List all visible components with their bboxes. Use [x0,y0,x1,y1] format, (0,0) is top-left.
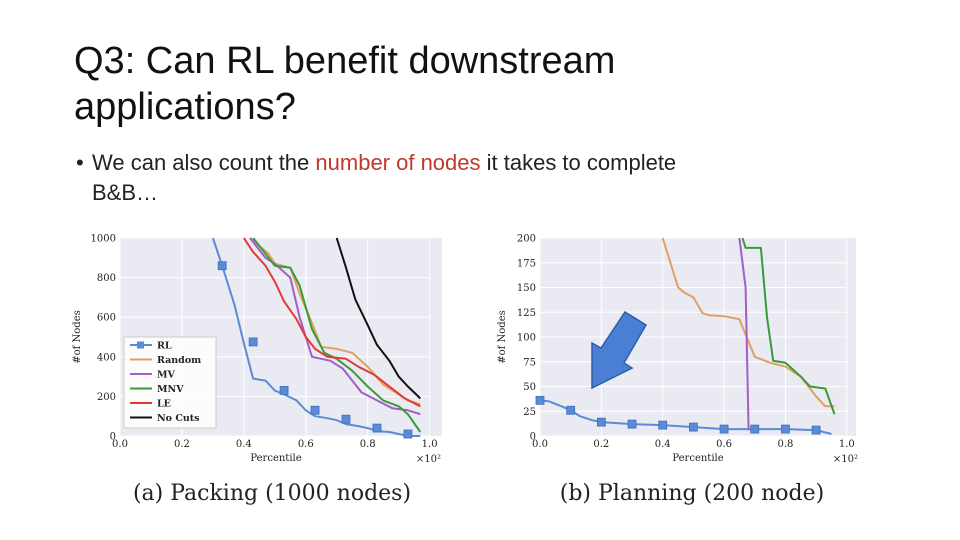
data-point-rl [535,395,545,405]
data-point-rl [279,386,289,395]
x-tick-label: 0.0 [112,439,128,450]
title-line-1: Q3: Can RL benefit downstream [74,40,616,82]
chart-b-series [535,237,836,435]
x-tick-label: 0.4 [655,439,671,450]
chart-a-caption: (a) Packing (1000 nodes) [133,481,411,506]
legend-label: No Cuts [157,413,200,424]
x-tick-label: 0.6 [298,439,314,450]
chart-b-grid [539,237,848,437]
data-point-rl [719,424,729,434]
y-tick-label: 175 [517,258,536,269]
bullet-dot: • [76,150,84,175]
y-tick-label: 400 [97,352,116,363]
chart-a-legend-box [123,336,217,429]
chart-a-series [211,237,422,439]
data-point-rl [688,422,698,432]
x-tick-label: 0.2 [593,439,609,450]
bullet-pre: We can also count the [92,150,316,175]
series-line-rl [211,237,421,437]
y-tick-label: 1000 [91,234,116,245]
series-line-mnv [741,237,836,415]
slide-title: Q3: Can RL benefit downstream applicatio… [74,38,914,130]
chart-b-xlabel: Percentile [672,453,723,464]
series-line-le [242,237,421,408]
series-line-random [661,237,835,408]
chart-a-ticks: 0.0 0.2 0.4 0.6 0.8 1.0 0 200 400 600 800 1000 [91,234,438,451]
chart-planning: 0.0 0.2 0.4 0.6 0.8 1.0 0 25 50 75 100 125 150 175 200… [497,234,858,507]
y-tick-label: 200 [517,234,536,245]
bullet-highlight: number of nodes [315,150,481,175]
data-point-rl [372,423,382,433]
chart-packing: 0.0 0.2 0.4 0.6 0.8 1.0 0 200 400 600 800 1000 Perc… [72,234,442,506]
y-tick-label: 800 [97,273,116,284]
data-point-rl [596,417,606,427]
legend-label: MNV [157,384,184,395]
title-line-2: applications? [74,86,296,128]
x-tick-label: 0.4 [236,439,252,450]
y-tick-label: 125 [517,308,536,319]
bullet-text: • We can also count the number of nodes i… [76,148,876,208]
chart-b-xscale: ×10² [833,454,858,465]
chart-a-xlabel: Percentile [250,453,301,464]
legend-label: MV [157,370,176,381]
y-tick-label: 0 [110,432,116,443]
data-point-rl [341,414,351,424]
data-point-rl [403,429,413,439]
data-point-rl [750,424,760,434]
data-point-rl [781,424,790,434]
series-line-mv [249,237,421,416]
data-point-rl [811,425,821,435]
legend-label: Random [157,355,201,366]
y-tick-label: 600 [97,313,116,324]
data-point-rl [217,261,227,271]
y-tick-label: 150 [517,283,536,294]
chart-a-ylabel: #of Nodes [72,310,83,364]
y-tick-label: 25 [523,407,536,418]
chart-b-caption: (b) Planning (200 node) [560,481,824,506]
legend-marker [137,341,144,349]
series-line-mv [738,237,750,431]
legend-label: LE [157,399,171,410]
y-tick-label: 75 [523,357,536,368]
chart-a-legend: RL Random MV MNV LE No Cuts [123,336,217,429]
pointer-arrow-icon [591,310,648,390]
x-tick-label: 1.0 [422,439,438,450]
bullet-post: it takes to complete [480,150,677,175]
x-tick-label: 0.8 [777,439,793,450]
y-tick-label: 50 [523,382,536,393]
x-tick-label: 1.0 [839,439,855,450]
x-tick-label: 0.0 [532,439,548,450]
legend-label: RL [157,341,172,352]
chart-a-xscale: ×10² [416,454,441,465]
chart-b-ylabel: #of Nodes [497,310,508,364]
y-tick-label: 200 [97,392,116,403]
x-tick-label: 0.8 [360,439,376,450]
data-point-rl [248,337,258,347]
data-point-rl [627,419,637,429]
chart-b-ticks: 0.0 0.2 0.4 0.6 0.8 1.0 0 25 50 75 100 125 150 175 200 [517,234,855,451]
y-tick-label: 100 [517,333,536,344]
series-line-no-cuts [335,237,421,400]
data-point-rl [310,405,320,415]
x-tick-label: 0.2 [174,439,190,450]
y-tick-label: 0 [530,432,536,443]
series-line-mnv [252,237,422,433]
bullet-line-2: B&B… [92,180,159,205]
x-tick-label: 0.6 [716,439,732,450]
data-point-rl [658,420,668,430]
data-point-rl [566,405,576,415]
